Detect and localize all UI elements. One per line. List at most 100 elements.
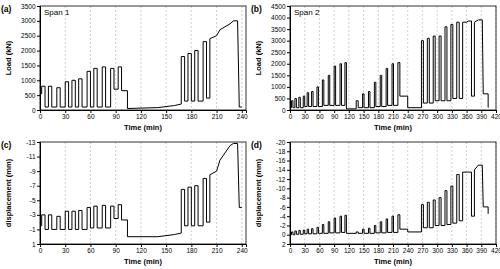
grid-line xyxy=(437,142,438,244)
x-tick: 30 xyxy=(302,110,310,120)
tick-label: 0 xyxy=(282,107,286,114)
data-line xyxy=(290,20,488,109)
y-tick: -11 xyxy=(27,153,40,160)
tick-label: 330 xyxy=(447,247,458,254)
grid-line xyxy=(90,142,91,244)
tick-label: 3000 xyxy=(271,37,286,44)
tick-label: 60 xyxy=(316,113,324,120)
tick-label: 240 xyxy=(237,113,248,120)
x-tick: 210 xyxy=(388,110,399,120)
tick-label: 120 xyxy=(136,247,147,254)
plot-area xyxy=(40,143,242,236)
tick-mark xyxy=(37,157,40,158)
tick-label: 300 xyxy=(432,113,443,120)
x-tick: 240 xyxy=(237,244,248,254)
y-tick: 3500 xyxy=(271,26,290,33)
tick-mark xyxy=(287,244,290,245)
tick-label: 30 xyxy=(302,247,310,254)
tick-mark xyxy=(287,225,290,226)
tick-label: -11 xyxy=(27,153,36,160)
plot-area xyxy=(290,20,488,109)
data-line xyxy=(290,165,488,235)
y-tick: -12 xyxy=(276,176,290,183)
axis-line xyxy=(287,7,291,111)
x-tick: 180 xyxy=(186,110,197,120)
tick-label: 180 xyxy=(186,247,197,254)
tick-label: 150 xyxy=(359,113,370,120)
y-tick: 1000 xyxy=(271,83,290,90)
y-axis: 050010001500200025003000350040004500 xyxy=(271,3,290,114)
y-tick: 0 xyxy=(32,107,40,114)
tick-mark xyxy=(37,200,40,201)
y-axis-title: displacement (mm) xyxy=(254,158,263,227)
tick-label: -3 xyxy=(30,211,36,218)
x-tick: 180 xyxy=(186,244,197,254)
y-tick: -20 xyxy=(276,139,290,146)
tick-mark xyxy=(287,110,290,111)
tick-mark xyxy=(287,207,290,208)
grid-line xyxy=(319,142,320,244)
y-tick: -6 xyxy=(280,203,290,210)
tick-mark xyxy=(287,179,290,180)
tick-label: 270 xyxy=(417,113,428,120)
tick-label: 390 xyxy=(476,247,487,254)
grid-line xyxy=(466,142,467,244)
x-axis-title: Time (min) xyxy=(374,257,412,266)
x-axis-title: Time (min) xyxy=(124,257,162,266)
x-tick: 150 xyxy=(161,244,172,254)
y-tick: -13 xyxy=(26,139,40,146)
tick-label: 240 xyxy=(403,247,414,254)
tick-label: 120 xyxy=(344,113,355,120)
tick-label: 0 xyxy=(32,107,36,114)
panel: 0306090120150180210240050010001500200025… xyxy=(1,3,248,132)
grid-line xyxy=(166,142,167,244)
grid xyxy=(290,142,496,244)
axis-line xyxy=(287,143,291,245)
x-tick: 330 xyxy=(447,244,458,254)
y-tick: -7 xyxy=(30,182,40,189)
y-tick: 500 xyxy=(25,92,40,99)
data-line xyxy=(40,21,242,109)
grid-line xyxy=(348,6,349,110)
tick-label: 180 xyxy=(186,113,197,120)
x-tick: 90 xyxy=(331,244,339,254)
tick-label: -1 xyxy=(30,226,36,233)
x-tick: 240 xyxy=(403,110,414,120)
tick-label: 300 xyxy=(432,247,443,254)
tick-label: 0 xyxy=(282,231,286,238)
tick-mark xyxy=(287,75,290,76)
x-tick: 90 xyxy=(113,244,121,254)
tick-label: 4500 xyxy=(271,3,286,10)
tick-mark xyxy=(287,87,290,88)
tick-label: 3000 xyxy=(21,17,36,24)
grid-line xyxy=(241,6,242,110)
grid-line xyxy=(437,6,438,110)
tick-mark xyxy=(287,188,290,189)
tick-label: 0 xyxy=(39,113,43,120)
x-tick: 90 xyxy=(331,110,339,120)
tick-mark xyxy=(287,29,290,30)
tick-label: 3500 xyxy=(21,3,36,10)
y-axis-title: Load (kN) xyxy=(4,40,13,75)
panel: 0306090120150180210240270300330360390420… xyxy=(251,3,500,132)
tick-label: -16 xyxy=(276,157,286,164)
tick-mark xyxy=(37,142,40,143)
tick-mark xyxy=(37,244,40,245)
tick-mark xyxy=(37,215,40,216)
x-tick: 30 xyxy=(62,244,70,254)
grid-line xyxy=(304,142,305,244)
y-tick: -16 xyxy=(276,157,290,164)
tick-mark xyxy=(37,51,40,52)
tick-label: 360 xyxy=(462,247,473,254)
tick-mark xyxy=(287,170,290,171)
tick-label: 210 xyxy=(212,113,223,120)
tick-label: 2 xyxy=(282,241,286,248)
plot-frame xyxy=(40,6,246,110)
x-tick: 420 xyxy=(491,110,500,120)
x-tick: 120 xyxy=(344,110,355,120)
data-line xyxy=(40,143,242,236)
grid-line xyxy=(216,142,217,244)
grid-line xyxy=(378,6,379,110)
tick-label: -14 xyxy=(276,166,286,173)
y-tick: 2500 xyxy=(21,32,40,39)
